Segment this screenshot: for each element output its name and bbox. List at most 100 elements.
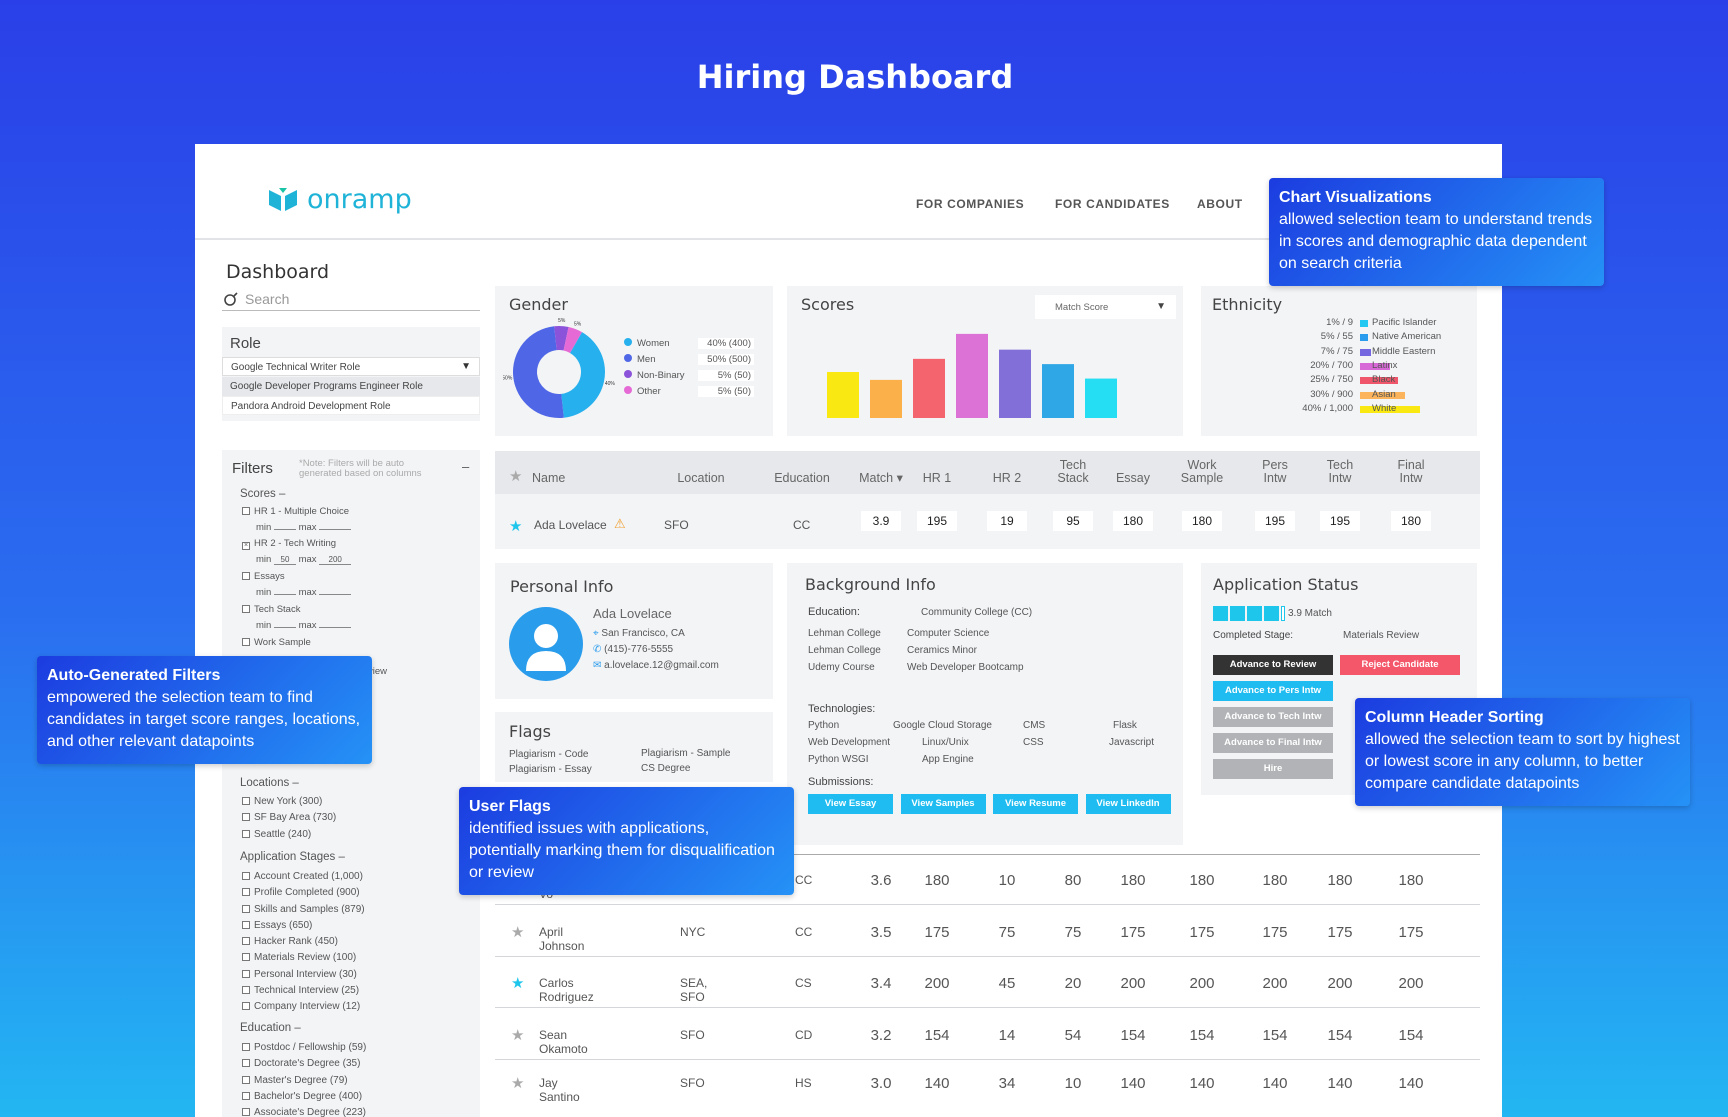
score-filter-tech-stack[interactable]: Tech Stack — [242, 604, 300, 615]
checkbox[interactable] — [242, 872, 250, 880]
checkbox[interactable] — [242, 953, 250, 962]
advance-to-review-button[interactable]: Advance to Review — [1213, 655, 1333, 675]
advance-to-final-intw-button[interactable]: Advance to Final Intw — [1213, 733, 1333, 753]
filters-collapse-button[interactable]: – — [462, 459, 470, 474]
search-input[interactable]: Search — [222, 288, 480, 311]
filter-option[interactable]: Hacker Rank (450) — [242, 934, 365, 950]
min-input[interactable]: 50 — [273, 555, 296, 565]
nav-for-companies[interactable]: FOR COMPANIES — [916, 197, 1025, 211]
filter-option[interactable]: Materials Review (100) — [242, 950, 365, 966]
checkbox[interactable] — [242, 1075, 250, 1084]
filter-option[interactable]: Seattle (240) — [242, 827, 336, 843]
role-option[interactable]: Google Developer Programs Engineer Role — [222, 377, 480, 396]
filter-option[interactable]: New York (300) — [242, 794, 336, 810]
checkbox[interactable] — [242, 605, 250, 613]
max-input[interactable]: 200 — [319, 555, 352, 565]
star-icon[interactable]: ★ — [509, 468, 523, 485]
candidate-name[interactable]: Jay Santino — [539, 1076, 580, 1104]
checkbox[interactable] — [242, 1002, 250, 1011]
star-icon[interactable]: ★ — [511, 924, 525, 941]
star-icon[interactable]: ★ — [511, 1075, 525, 1092]
min-max-row[interactable]: min max — [256, 620, 352, 631]
filter-option[interactable]: Essays (650) — [242, 918, 365, 934]
checkbox[interactable] — [242, 813, 250, 822]
advance-to-pers-intw-button[interactable]: Advance to Pers Intw — [1213, 681, 1333, 701]
star-filled-icon[interactable]: ★ — [509, 518, 523, 535]
column-header-final-intw[interactable]: Final Intw — [1386, 459, 1436, 485]
submission-button-view-resume[interactable]: View Resume — [993, 794, 1078, 814]
role-option[interactable]: Pandora Android Development Role — [222, 396, 480, 415]
stages-heading[interactable]: Application Stages – — [240, 851, 345, 863]
filter-option[interactable]: SF Bay Area (730) — [242, 810, 336, 826]
filter-option[interactable]: Doctorate's Degree (35) — [242, 1056, 366, 1072]
score-filter-essays[interactable]: Essays — [242, 571, 285, 582]
filter-option[interactable]: Bachelor's Degree (400) — [242, 1089, 366, 1105]
role-select[interactable]: Google Technical Writer Role ▼ — [222, 357, 480, 376]
filter-option[interactable]: Personal Interview (30) — [242, 967, 365, 983]
education-heading[interactable]: Education – — [240, 1022, 301, 1034]
filter-option[interactable]: Profile Completed (900) — [242, 885, 365, 901]
score-filter-hr2[interactable]: × HR 2 - Tech Writing — [242, 538, 336, 550]
column-header-pers-intw[interactable]: Pers Intw — [1250, 459, 1300, 485]
checkbox[interactable] — [242, 638, 250, 646]
star-filled-icon[interactable]: ★ — [511, 975, 525, 992]
submission-button-view-linkedin[interactable]: View LinkedIn — [1085, 794, 1171, 814]
nav-for-candidates[interactable]: FOR CANDIDATES — [1055, 197, 1170, 211]
column-header-hr2[interactable]: HR 2 — [982, 472, 1032, 485]
filter-option[interactable]: Postdoc / Fellowship (59) — [242, 1040, 366, 1056]
max-input[interactable] — [319, 529, 352, 530]
column-header-essay[interactable]: Essay — [1108, 472, 1158, 485]
filter-option[interactable]: Account Created (1,000) — [242, 869, 365, 885]
filter-option[interactable]: Master's Degree (79) — [242, 1073, 366, 1089]
column-header-match[interactable]: Match ▾ — [851, 472, 911, 485]
nav-about[interactable]: ABOUT — [1197, 197, 1243, 211]
filter-option[interactable]: Technical Interview (25) — [242, 983, 365, 999]
min-max-row[interactable]: min max — [256, 587, 352, 598]
candidate-name[interactable]: Sean Okamoto — [539, 1028, 588, 1056]
candidate-name[interactable]: April Johnson — [539, 925, 585, 953]
checkbox[interactable] — [242, 969, 250, 978]
checkbox[interactable] — [242, 1091, 250, 1100]
min-input[interactable] — [273, 529, 296, 530]
checkbox[interactable] — [242, 572, 250, 580]
checkbox[interactable] — [242, 904, 250, 913]
checkbox[interactable] — [242, 829, 250, 838]
checkbox[interactable] — [242, 1043, 250, 1051]
checkbox[interactable] — [242, 1108, 250, 1117]
advance-to-tech-intw-button[interactable]: Advance to Tech Intw — [1213, 707, 1333, 727]
min-max-row[interactable]: min 50 max 200 — [256, 554, 352, 565]
filter-option[interactable]: Associate's Degree (223) — [242, 1105, 366, 1117]
checkbox[interactable] — [242, 1059, 250, 1068]
column-header-hr1[interactable]: HR 1 — [912, 472, 962, 485]
score-filter-work-sample[interactable]: Work Sample — [242, 637, 311, 648]
checkbox-checked[interactable]: × — [242, 542, 250, 550]
column-header-education[interactable]: Education — [767, 472, 837, 485]
column-header-name[interactable]: Name — [532, 472, 592, 485]
filter-option[interactable]: Skills and Samples (879) — [242, 902, 365, 918]
scores-heading[interactable]: Scores – — [240, 488, 286, 500]
column-header-work-sample[interactable]: Work Sample — [1172, 459, 1232, 485]
checkbox[interactable] — [242, 507, 250, 515]
locations-heading[interactable]: Locations – — [240, 777, 299, 789]
column-header-location[interactable]: Location — [671, 472, 731, 485]
column-header-tech-stack[interactable]: Tech Stack — [1043, 459, 1103, 485]
selected-candidate-name[interactable]: Ada Lovelace — [534, 518, 607, 532]
max-input[interactable] — [319, 627, 352, 628]
max-input[interactable] — [319, 594, 352, 595]
checkbox[interactable] — [242, 920, 250, 929]
star-icon[interactable]: ★ — [511, 1027, 525, 1044]
submission-button-view-samples[interactable]: View Samples — [900, 794, 986, 814]
column-header-tech-intw[interactable]: Tech Intw — [1315, 459, 1365, 485]
personal-email[interactable]: ✉ a.lovelace.12@gmail.com — [593, 660, 719, 671]
score-filter-hr1[interactable]: HR 1 - Multiple Choice — [242, 506, 349, 517]
checkbox[interactable] — [242, 986, 250, 995]
submission-button-view-essay[interactable]: View Essay — [808, 794, 893, 814]
brand-logo[interactable]: onramp — [267, 184, 412, 215]
min-input[interactable] — [273, 594, 296, 595]
checkbox[interactable] — [242, 888, 250, 897]
filter-option[interactable]: Company Interview (12) — [242, 999, 365, 1015]
candidate-name[interactable]: Carlos Rodriguez — [539, 976, 594, 1004]
min-max-row[interactable]: min max — [256, 522, 352, 533]
checkbox[interactable] — [242, 797, 250, 805]
reject-candidate-button[interactable]: Reject Candidate — [1340, 655, 1460, 675]
